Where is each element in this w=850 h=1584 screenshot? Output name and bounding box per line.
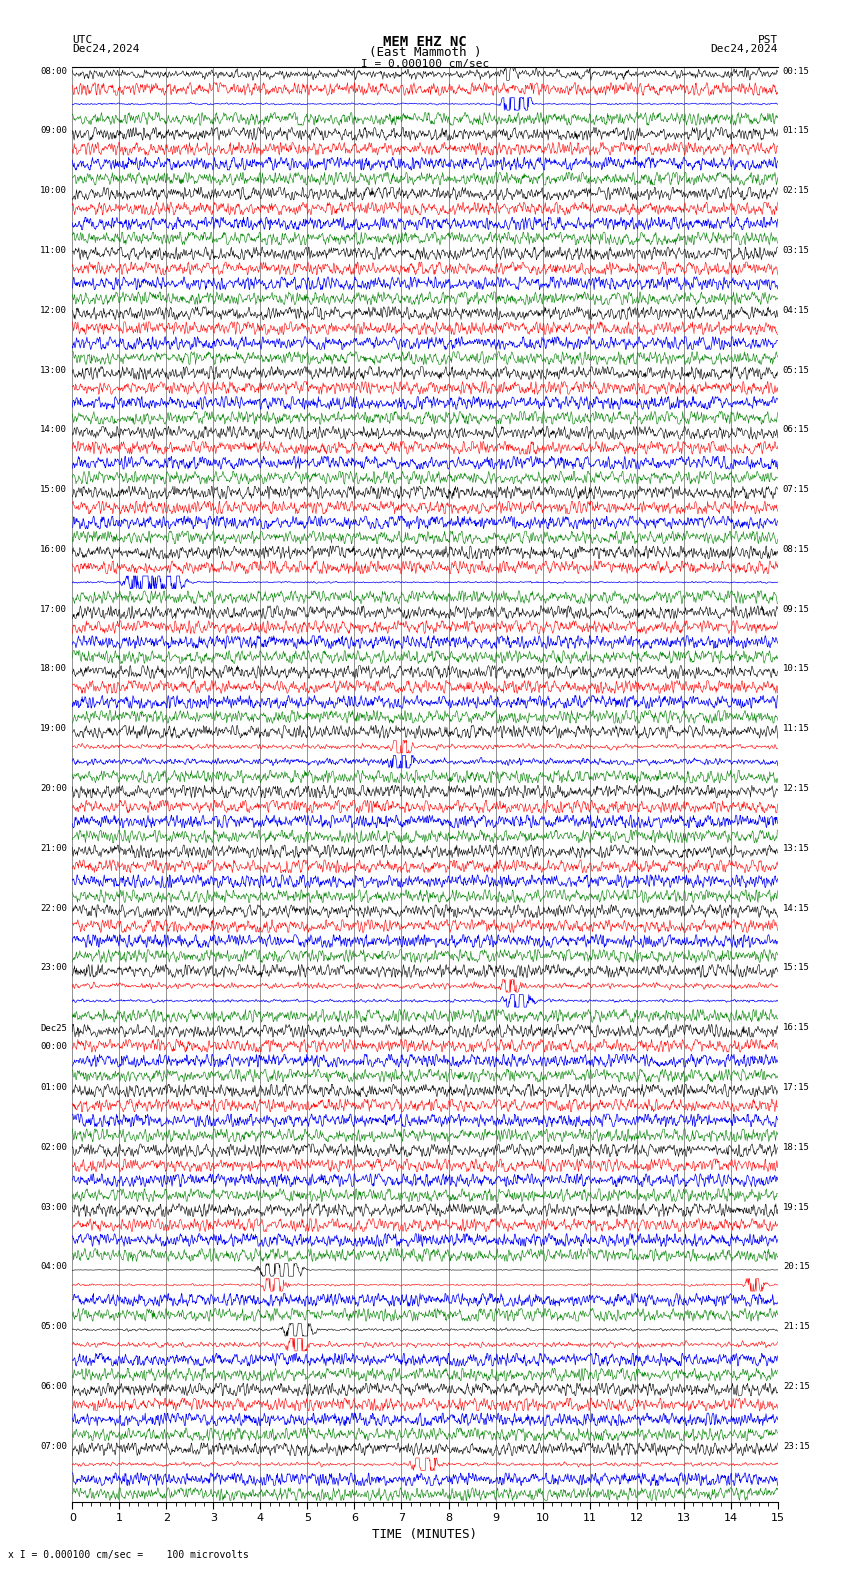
Text: Dec25: Dec25 <box>40 1025 67 1033</box>
Text: 06:00: 06:00 <box>40 1381 67 1391</box>
Text: 19:15: 19:15 <box>783 1202 810 1212</box>
Text: 12:15: 12:15 <box>783 784 810 794</box>
Text: 09:00: 09:00 <box>40 127 67 135</box>
Text: 08:00: 08:00 <box>40 67 67 76</box>
Text: 04:15: 04:15 <box>783 306 810 315</box>
Text: 20:15: 20:15 <box>783 1262 810 1272</box>
Text: 23:15: 23:15 <box>783 1441 810 1451</box>
Text: 17:00: 17:00 <box>40 605 67 613</box>
Text: 05:00: 05:00 <box>40 1323 67 1331</box>
Text: 11:15: 11:15 <box>783 724 810 733</box>
Text: 22:15: 22:15 <box>783 1381 810 1391</box>
Text: 01:15: 01:15 <box>783 127 810 135</box>
Text: 14:15: 14:15 <box>783 903 810 912</box>
Text: 22:00: 22:00 <box>40 903 67 912</box>
Text: 03:15: 03:15 <box>783 246 810 255</box>
Text: 00:00: 00:00 <box>40 1042 67 1052</box>
Text: 18:15: 18:15 <box>783 1144 810 1152</box>
Text: I = 0.000100 cm/sec: I = 0.000100 cm/sec <box>361 59 489 68</box>
Text: 19:00: 19:00 <box>40 724 67 733</box>
Text: 14:00: 14:00 <box>40 425 67 434</box>
Text: 10:15: 10:15 <box>783 664 810 673</box>
Text: 03:00: 03:00 <box>40 1202 67 1212</box>
Text: 12:00: 12:00 <box>40 306 67 315</box>
Text: 13:00: 13:00 <box>40 366 67 374</box>
Text: MEM EHZ NC: MEM EHZ NC <box>383 35 467 49</box>
Text: (East Mammoth ): (East Mammoth ) <box>369 46 481 59</box>
Text: Dec24,2024: Dec24,2024 <box>711 44 778 54</box>
Text: 21:15: 21:15 <box>783 1323 810 1331</box>
Text: 04:00: 04:00 <box>40 1262 67 1272</box>
Text: 07:15: 07:15 <box>783 485 810 494</box>
Text: UTC: UTC <box>72 35 93 44</box>
Text: 00:15: 00:15 <box>783 67 810 76</box>
Text: 01:00: 01:00 <box>40 1083 67 1091</box>
Text: x I = 0.000100 cm/sec =    100 microvolts: x I = 0.000100 cm/sec = 100 microvolts <box>8 1551 249 1560</box>
X-axis label: TIME (MINUTES): TIME (MINUTES) <box>372 1529 478 1541</box>
Text: 16:15: 16:15 <box>783 1023 810 1033</box>
Text: PST: PST <box>757 35 778 44</box>
Text: 15:00: 15:00 <box>40 485 67 494</box>
Text: 20:00: 20:00 <box>40 784 67 794</box>
Text: 06:15: 06:15 <box>783 425 810 434</box>
Text: 18:00: 18:00 <box>40 664 67 673</box>
Text: 10:00: 10:00 <box>40 187 67 195</box>
Text: 13:15: 13:15 <box>783 844 810 852</box>
Text: 23:00: 23:00 <box>40 963 67 973</box>
Text: 21:00: 21:00 <box>40 844 67 852</box>
Text: 15:15: 15:15 <box>783 963 810 973</box>
Text: 02:00: 02:00 <box>40 1144 67 1152</box>
Text: Dec24,2024: Dec24,2024 <box>72 44 139 54</box>
Text: 09:15: 09:15 <box>783 605 810 613</box>
Text: 07:00: 07:00 <box>40 1441 67 1451</box>
Text: 16:00: 16:00 <box>40 545 67 554</box>
Text: 11:00: 11:00 <box>40 246 67 255</box>
Text: 05:15: 05:15 <box>783 366 810 374</box>
Text: 17:15: 17:15 <box>783 1083 810 1091</box>
Text: 02:15: 02:15 <box>783 187 810 195</box>
Text: 08:15: 08:15 <box>783 545 810 554</box>
